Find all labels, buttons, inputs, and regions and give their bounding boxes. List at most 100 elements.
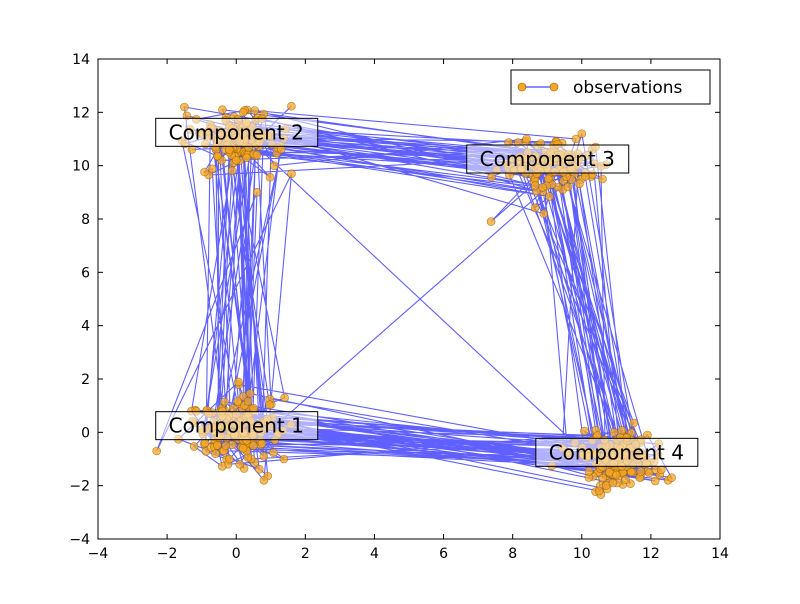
observation-marker (238, 108, 248, 117)
observation-marker (189, 442, 199, 451)
observation-marker (220, 397, 229, 407)
observation-marker (539, 209, 549, 218)
x-tick-label: 10 (573, 546, 591, 562)
x-tick-label: −2 (157, 546, 178, 562)
observation-marker (218, 105, 227, 114)
x-tick-label: 4 (370, 546, 379, 562)
observation-marker (280, 393, 289, 403)
component-label: Component 3 (480, 147, 615, 171)
observation-marker (152, 446, 161, 456)
observation-marker (231, 156, 241, 165)
component-label: Component 2 (169, 120, 304, 144)
observation-marker (225, 145, 234, 154)
y-tick-label: 12 (72, 105, 90, 121)
observation-marker (621, 475, 630, 484)
plot-frame (97, 58, 721, 540)
observation-marker (211, 449, 220, 459)
legend: observations (510, 69, 711, 105)
observation-marker (545, 192, 554, 201)
component-label-box (466, 144, 630, 174)
observation-marker (265, 172, 275, 182)
observation-marker (252, 150, 262, 160)
y-tick-label: −2 (69, 479, 90, 495)
observation-marker (279, 454, 289, 464)
y-tick-label: 8 (81, 212, 90, 228)
component-label-box (155, 117, 319, 147)
observation-marker (235, 459, 244, 469)
observation-marker (249, 441, 258, 451)
observation-marker (636, 467, 646, 476)
observation-marker (213, 151, 222, 161)
observation-marker (594, 486, 604, 496)
y-tick-label: −4 (69, 532, 90, 548)
observation-marker (180, 102, 189, 112)
y-tick-label: 10 (72, 159, 90, 175)
component-label-box (535, 437, 699, 467)
legend-marker-icon (549, 82, 559, 92)
y-tick-label: 0 (81, 425, 90, 441)
observation-marker (265, 400, 274, 410)
x-tick-label: 6 (439, 546, 448, 562)
observation-marker (200, 438, 210, 448)
observation-marker (575, 179, 584, 189)
observation-marker (233, 397, 243, 406)
y-tick-label: 2 (81, 372, 90, 388)
observation-marker (543, 174, 553, 183)
y-axis: −4 −2 0 2 4 6 8 10 12 14 (69, 52, 720, 548)
observation-marker (626, 467, 636, 477)
component-label: Component 4 (549, 440, 684, 464)
observation-marker (269, 448, 278, 458)
observation-marker (227, 166, 237, 175)
component-label: Component 1 (169, 414, 304, 438)
x-axis: −4 −2 0 2 4 6 8 10 12 14 (88, 59, 729, 562)
x-tick-label: 14 (711, 546, 729, 562)
observation-marker (611, 470, 621, 480)
observation-marker (243, 396, 253, 406)
x-tick-label: 2 (301, 546, 310, 562)
observation-marker (257, 439, 267, 448)
observation-marker (608, 478, 618, 488)
observation-marker (629, 418, 639, 428)
component-label-box (155, 411, 319, 441)
x-tick-label: −4 (88, 546, 109, 562)
observation-marker (249, 403, 258, 413)
observation-marker (584, 466, 594, 476)
observation-marker (580, 426, 589, 436)
observation-marker (287, 101, 296, 111)
observation-marker (242, 153, 251, 162)
observation-marker (254, 464, 264, 474)
legend-label: observations (573, 78, 683, 98)
observation-marker (486, 217, 496, 226)
x-tick-label: 12 (642, 546, 660, 562)
observation-marker (530, 203, 540, 213)
observation-marker (563, 182, 573, 192)
observation-marker (538, 183, 547, 192)
x-tick-label: 0 (232, 546, 241, 562)
observation-marker (208, 164, 217, 174)
observation-marker (571, 134, 581, 144)
observation-marker (221, 441, 231, 451)
observation-marker (487, 172, 496, 182)
observation-marker (259, 451, 269, 461)
observation-marker (217, 461, 227, 471)
observation-marker (252, 188, 262, 197)
observation-marker (598, 174, 607, 184)
observation-marker (225, 454, 234, 464)
y-tick-label: 4 (81, 319, 90, 335)
observation-marker (609, 427, 619, 437)
observation-marker (617, 425, 627, 435)
observation-marker (238, 443, 248, 453)
observation-marker (650, 476, 660, 486)
observation-marker (667, 473, 676, 483)
observation-marker (259, 475, 269, 485)
component-labels: Component 1 Component 2 Component 3 Compone… (155, 117, 699, 467)
legend-marker-icon (517, 82, 527, 92)
y-tick-label: 6 (81, 265, 90, 281)
observation-marker (522, 134, 531, 144)
observation-marker (530, 181, 540, 190)
observation-marker (269, 161, 279, 170)
observation-marker (213, 441, 222, 450)
observation-marker (287, 169, 296, 178)
observation-marker (200, 167, 209, 177)
